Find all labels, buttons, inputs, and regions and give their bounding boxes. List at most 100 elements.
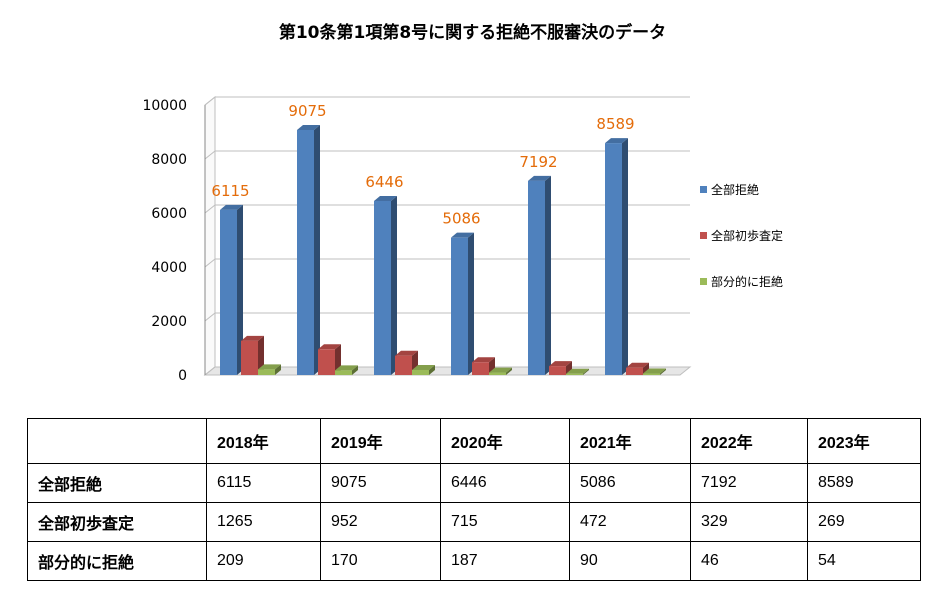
bar bbox=[297, 129, 314, 375]
bar bbox=[549, 366, 566, 375]
bar-side bbox=[258, 335, 264, 375]
bar-side bbox=[660, 368, 666, 375]
data-label: 8589 bbox=[596, 115, 634, 133]
bar-side bbox=[237, 204, 243, 375]
legend-item: 部分的に拒絶 bbox=[700, 270, 783, 292]
bar bbox=[335, 370, 352, 375]
table-row: 全部初歩査定 1265 952 715 472 329 269 bbox=[27, 502, 921, 542]
y-tick-label: 2000 bbox=[151, 314, 187, 330]
bar-top bbox=[549, 361, 572, 367]
bar-side bbox=[391, 195, 397, 375]
legend-swatch bbox=[700, 185, 707, 193]
legend-swatch bbox=[700, 277, 707, 285]
legend-label: 全部初歩査定 bbox=[711, 228, 784, 243]
table-cell: 54 bbox=[807, 541, 921, 581]
bar bbox=[318, 349, 335, 375]
table-cell: 472 bbox=[569, 502, 691, 542]
bar bbox=[528, 180, 545, 375]
bar-side bbox=[429, 364, 435, 375]
bar-top bbox=[297, 124, 320, 130]
bar-top bbox=[395, 350, 418, 356]
bar-top bbox=[566, 368, 589, 374]
table-cell: 1265 bbox=[206, 502, 321, 542]
bar bbox=[489, 372, 506, 375]
table-cell: 715 bbox=[440, 502, 570, 542]
bar bbox=[374, 200, 391, 375]
legend-item: 全部初歩査定 bbox=[700, 224, 783, 246]
bar-side bbox=[583, 368, 589, 375]
bar-top bbox=[451, 232, 474, 238]
table-cell: 6446 bbox=[440, 463, 570, 503]
bar-top bbox=[335, 365, 358, 371]
data-label: 6115 bbox=[211, 182, 249, 200]
bar-side bbox=[545, 175, 551, 375]
table-cell: 329 bbox=[690, 502, 808, 542]
data-label: 7192 bbox=[519, 153, 557, 171]
data-label: 9075 bbox=[288, 102, 326, 120]
bar bbox=[472, 362, 489, 375]
chart-legend: 全部拒絶 全部初歩査定 部分的に拒絶 bbox=[700, 178, 783, 316]
table-cell: 209 bbox=[206, 541, 321, 581]
bar-top bbox=[489, 367, 512, 373]
y-tick-label: 0 bbox=[178, 368, 187, 384]
table-row-label: 全部初歩査定 bbox=[27, 502, 207, 542]
bar-top bbox=[374, 195, 397, 201]
table-header-cell: 2023年 bbox=[807, 418, 921, 464]
table-cell: 6115 bbox=[206, 463, 321, 503]
gridline bbox=[204, 96, 690, 106]
bar bbox=[626, 367, 643, 375]
bar-chart: 0 2000 4000 6000 8000 10000 6115 9075 6446 5086 71… bbox=[142, 95, 692, 384]
bar-top bbox=[412, 364, 435, 370]
table-cell: 952 bbox=[320, 502, 441, 542]
bar bbox=[451, 237, 468, 375]
bar bbox=[220, 209, 237, 375]
bar-top bbox=[626, 362, 649, 368]
table-cell: 269 bbox=[807, 502, 921, 542]
bar bbox=[241, 340, 258, 375]
y-tick-label: 6000 bbox=[151, 206, 187, 222]
bar-top bbox=[643, 368, 666, 374]
bar-side bbox=[275, 364, 281, 375]
table-header-cell: 2020年 bbox=[440, 418, 570, 464]
legend-item: 全部拒絶 bbox=[700, 178, 783, 200]
bar-side bbox=[643, 362, 649, 375]
table-cell: 90 bbox=[569, 541, 691, 581]
table-header-cell: 2022年 bbox=[690, 418, 808, 464]
bar bbox=[605, 143, 622, 375]
table-cell: 46 bbox=[690, 541, 808, 581]
bar-top bbox=[528, 175, 551, 181]
table-header-cell bbox=[27, 418, 207, 464]
table-row: 全部拒絶 6115 9075 6446 5086 7192 8589 bbox=[27, 463, 921, 503]
data-label: 6446 bbox=[365, 173, 403, 191]
bar-side bbox=[314, 124, 320, 375]
table-header-cell: 2019年 bbox=[320, 418, 441, 464]
table-cell: 8589 bbox=[807, 463, 921, 503]
bar-top bbox=[605, 138, 628, 144]
data-label: 5086 bbox=[442, 210, 480, 228]
bar bbox=[566, 373, 583, 375]
chart-title: 第10条第1項第8号に関する拒絶不服審決のデータ bbox=[278, 23, 667, 43]
data-table: 2018年 2019年 2020年 2021年 2022年 2023年 全部拒絶… bbox=[27, 418, 921, 581]
bar-side bbox=[622, 138, 628, 375]
table-cell: 9075 bbox=[320, 463, 441, 503]
bar bbox=[395, 355, 412, 375]
table-header-row: 2018年 2019年 2020年 2021年 2022年 2023年 bbox=[27, 418, 921, 464]
table-cell: 7192 bbox=[690, 463, 808, 503]
gridline bbox=[204, 150, 690, 160]
bar-top bbox=[472, 357, 495, 363]
table-cell: 170 bbox=[320, 541, 441, 581]
bar bbox=[643, 373, 660, 375]
table-row: 部分的に拒絶 209 170 187 90 46 54 bbox=[27, 541, 921, 581]
legend-label: 全部拒絶 bbox=[711, 182, 760, 197]
table-row-label: 全部拒絶 bbox=[27, 463, 207, 503]
table-cell: 5086 bbox=[569, 463, 691, 503]
table-cell: 187 bbox=[440, 541, 570, 581]
legend-swatch bbox=[700, 231, 707, 239]
y-tick-label: 4000 bbox=[151, 260, 187, 276]
bar-side bbox=[566, 361, 572, 375]
bar-top bbox=[318, 344, 341, 350]
bar-top bbox=[220, 204, 243, 210]
legend-label: 部分的に拒絶 bbox=[711, 274, 784, 289]
bar-side bbox=[506, 367, 512, 375]
bar bbox=[412, 369, 429, 375]
